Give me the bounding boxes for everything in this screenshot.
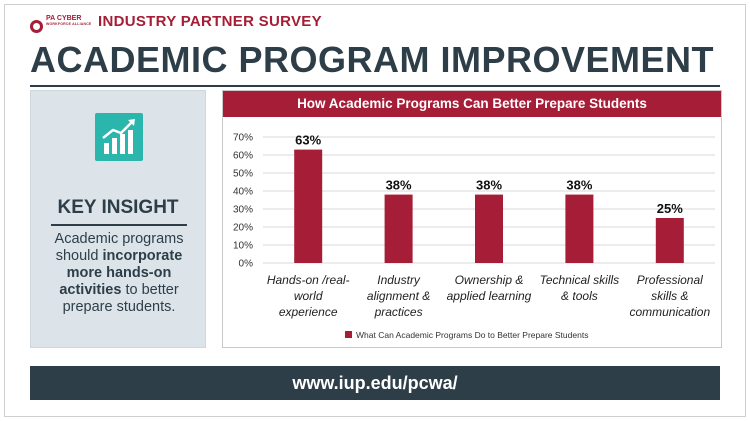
x-tick-label: Hands-on /real- bbox=[267, 273, 350, 287]
x-tick-label: skills & bbox=[651, 289, 688, 303]
insight-heading: KEY INSIGHT bbox=[57, 197, 179, 218]
insight-text: Academic programs should incorporate mor… bbox=[41, 231, 197, 316]
logo-subtext: WORKFORCE ALLIANCE bbox=[46, 22, 92, 26]
bar-chart-trend-icon bbox=[95, 113, 143, 161]
y-tick-label: 50% bbox=[233, 169, 253, 180]
bar bbox=[384, 194, 413, 263]
y-tick-label: 10% bbox=[233, 241, 253, 252]
x-tick-label: Professional bbox=[637, 273, 703, 287]
data-label: 38% bbox=[476, 178, 502, 193]
title-divider bbox=[30, 85, 720, 87]
chart-title: How Academic Programs Can Better Prepare… bbox=[223, 91, 721, 117]
bar bbox=[655, 218, 684, 263]
legend-swatch bbox=[345, 331, 352, 338]
x-tick-label: applied learning bbox=[447, 289, 532, 303]
y-tick-label: 60% bbox=[233, 151, 253, 162]
insight-text-part-2: to better prepare students. bbox=[62, 282, 179, 315]
survey-label: INDUSTRY PARTNER SURVEY bbox=[98, 13, 322, 30]
key-insight-panel: KEY INSIGHT Academic programs should inc… bbox=[30, 90, 206, 348]
x-tick-label: & tools bbox=[561, 289, 598, 303]
pa-cyber-logo-icon bbox=[30, 17, 60, 35]
x-tick-label: Ownership & bbox=[455, 273, 524, 287]
data-label: 38% bbox=[566, 178, 592, 193]
data-label: 63% bbox=[295, 133, 321, 148]
insight-text-part-1: Academic programs should bbox=[54, 231, 184, 264]
footer-url[interactable]: www.iup.edu/pcwa/ bbox=[30, 366, 720, 400]
data-label: 25% bbox=[657, 201, 683, 216]
y-tick-label: 40% bbox=[233, 187, 253, 198]
x-tick-label: practices bbox=[374, 305, 423, 319]
insight-text-bold: incorporate more hands-on activities bbox=[59, 248, 183, 298]
bar bbox=[475, 194, 503, 263]
logo-text: PA CYBER WORKFORCE ALLIANCE bbox=[46, 15, 91, 27]
bar bbox=[565, 194, 594, 263]
page-title: ACADEMIC PROGRAM IMPROVEMENT bbox=[30, 39, 715, 80]
x-tick-label: alignment & bbox=[367, 289, 430, 303]
y-tick-label: 70% bbox=[233, 133, 253, 144]
data-label: 38% bbox=[386, 178, 412, 193]
logo-name: PA CYBER bbox=[46, 15, 82, 22]
x-tick-label: communication bbox=[629, 305, 710, 319]
x-tick-label: Technical skills bbox=[540, 273, 620, 287]
bar-chart: 0% 10% 20% 30% 40% 50% 60% 70% 63% Hands-on /real… bbox=[233, 133, 715, 340]
y-tick-label: 30% bbox=[233, 205, 253, 216]
y-tick-label: 20% bbox=[233, 223, 253, 234]
insight-divider bbox=[51, 224, 187, 226]
x-tick-label: Industry bbox=[377, 273, 421, 287]
legend-label: What Can Academic Programs Do to Better … bbox=[356, 330, 588, 340]
chart-panel: How Academic Programs Can Better Prepare… bbox=[222, 90, 722, 348]
x-tick-label: world bbox=[294, 289, 323, 303]
slide-frame bbox=[4, 4, 746, 417]
x-tick-label: experience bbox=[279, 305, 338, 319]
y-tick-label: 0% bbox=[239, 259, 254, 270]
bar bbox=[294, 149, 323, 263]
